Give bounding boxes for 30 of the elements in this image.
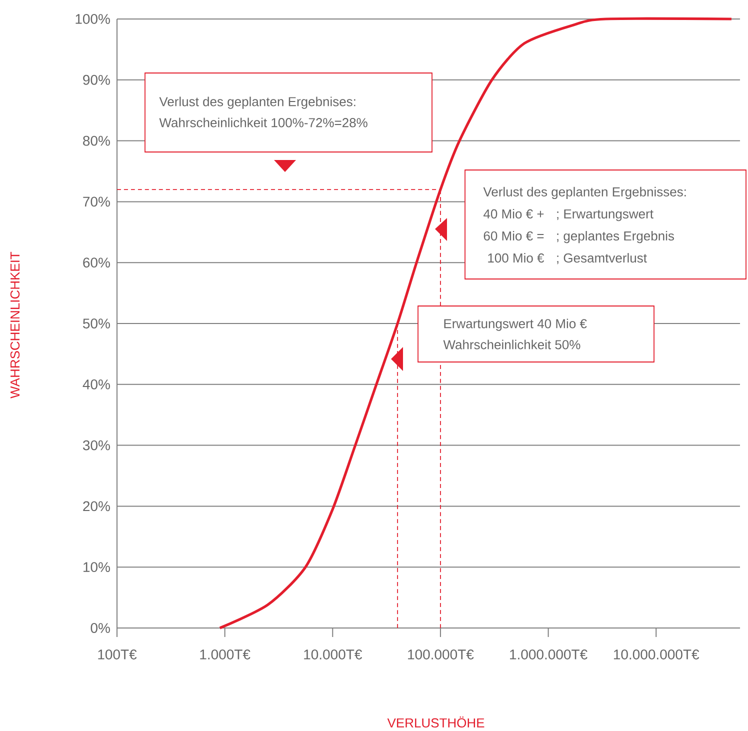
y-tick-label: 100% xyxy=(76,14,110,24)
x-tick-label: 100.000T€ xyxy=(408,650,474,660)
annotation: Wahrscheinlichkeit 100%-72%=28% xyxy=(159,118,368,128)
x-tick-label: 100T€ xyxy=(98,650,137,660)
annotation: Verlust des geplanten Ergebnises: xyxy=(159,96,356,109)
y-tick-label: 0% xyxy=(90,623,110,633)
annotation: Wahrscheinlichkeit 50% xyxy=(443,340,580,350)
x-tick-label: 10.000T€ xyxy=(304,650,362,660)
annotation: 100 Mio € xyxy=(488,253,544,263)
annotation: 40 Mio € + xyxy=(484,208,544,219)
y-tick-label: 40% xyxy=(82,379,110,390)
y-tick-label: 20% xyxy=(83,501,110,512)
annotation: 60 Mio € = xyxy=(484,231,544,241)
x-tick-label: 1.000T€ xyxy=(200,650,250,660)
y-tick-label: 10% xyxy=(84,562,110,572)
y-tick-label: 90% xyxy=(83,74,110,85)
y-tick-label: 30% xyxy=(82,440,110,450)
annotation: ; Gesamtverlust xyxy=(557,253,647,264)
y-axis-title: WAHRSCHEINLICHKEIT xyxy=(10,252,20,398)
annotation: Erwartungswert 40 Mio € xyxy=(444,318,587,331)
y-tick-label: 60% xyxy=(83,258,110,268)
x-axis-title: VERLUSTHÖHE xyxy=(387,716,484,728)
annotation: Verlust des geplanten Ergebnisses: xyxy=(483,186,686,200)
y-tick-label: 80% xyxy=(83,136,110,146)
y-tick-label: 50% xyxy=(83,318,110,328)
annotation: ; Erwartungswert xyxy=(557,209,654,222)
x-tick-label: 10.000.000T€ xyxy=(614,650,700,660)
annotation: ; geplantes Ergebnis xyxy=(557,231,674,244)
x-tick-label: 1.000.000T€ xyxy=(510,650,588,660)
y-tick-label: 70% xyxy=(83,196,110,207)
